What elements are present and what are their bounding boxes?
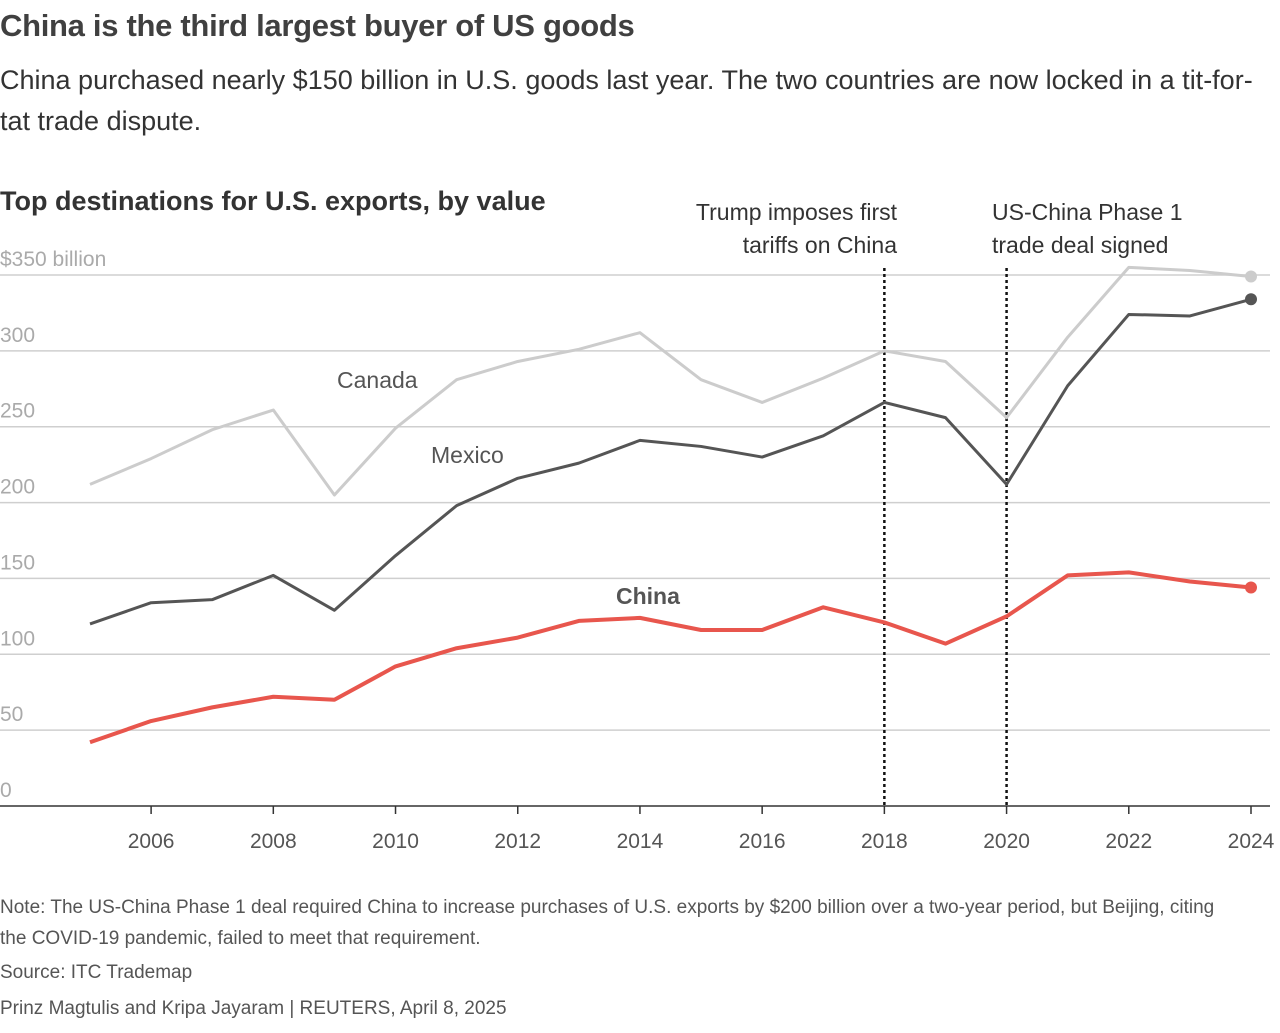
end-point-mexico bbox=[1245, 293, 1257, 306]
x-tick-label: 2012 bbox=[494, 830, 541, 853]
y-tick-label: 0 bbox=[0, 779, 12, 802]
end-point-canada bbox=[1245, 270, 1257, 283]
annotation-2020: US-China Phase 1 trade deal signed bbox=[992, 196, 1183, 262]
page-title: China is the third largest buyer of US g… bbox=[0, 8, 635, 43]
series-label-mexico: Mexico bbox=[431, 442, 504, 468]
x-tick-label: 2020 bbox=[983, 830, 1030, 853]
source: Source: ITC Trademap bbox=[0, 962, 193, 983]
annotation-text: US-China Phase 1 bbox=[992, 199, 1183, 225]
x-tick-label: 2016 bbox=[739, 830, 786, 853]
x-tick-label: 2022 bbox=[1105, 830, 1152, 853]
subtitle: China purchased nearly $150 billion in U… bbox=[0, 65, 1253, 136]
x-tick-label: 2014 bbox=[617, 830, 664, 853]
y-tick-label: 300 bbox=[0, 324, 35, 347]
y-tick-label: 50 bbox=[0, 703, 23, 726]
y-tick-label: 250 bbox=[0, 400, 35, 423]
end-point-china bbox=[1245, 581, 1257, 594]
y-tick-label: $350 billion bbox=[0, 248, 106, 271]
annotation-2018: Trump imposes first tariffs on China bbox=[696, 196, 897, 262]
series-label-china: China bbox=[616, 583, 680, 609]
x-tick-label: 2024 bbox=[1228, 830, 1275, 853]
y-tick-label: 100 bbox=[0, 627, 35, 650]
credit: Prinz Magtulis and Kripa Jayaram | REUTE… bbox=[0, 998, 507, 1019]
chart-title: Top destinations for U.S. exports, by va… bbox=[0, 186, 546, 216]
annotation-text: trade deal signed bbox=[992, 232, 1169, 258]
annotation-text: tariffs on China bbox=[742, 232, 897, 258]
x-tick-label: 2018 bbox=[861, 830, 908, 853]
annotation-text: Trump imposes first bbox=[695, 199, 897, 225]
y-tick-label: 150 bbox=[0, 551, 35, 574]
x-tick-label: 2008 bbox=[250, 830, 297, 853]
series-label-canada: Canada bbox=[337, 367, 418, 393]
series-line-canada bbox=[89, 265, 1252, 497]
x-tick-label: 2006 bbox=[128, 830, 175, 853]
series-line-mexico bbox=[89, 297, 1252, 626]
series-line-china bbox=[89, 570, 1252, 745]
x-tick-label: 2010 bbox=[372, 830, 419, 853]
note: Note: The US-China Phase 1 deal required… bbox=[0, 897, 1215, 949]
y-tick-label: 200 bbox=[0, 476, 35, 499]
